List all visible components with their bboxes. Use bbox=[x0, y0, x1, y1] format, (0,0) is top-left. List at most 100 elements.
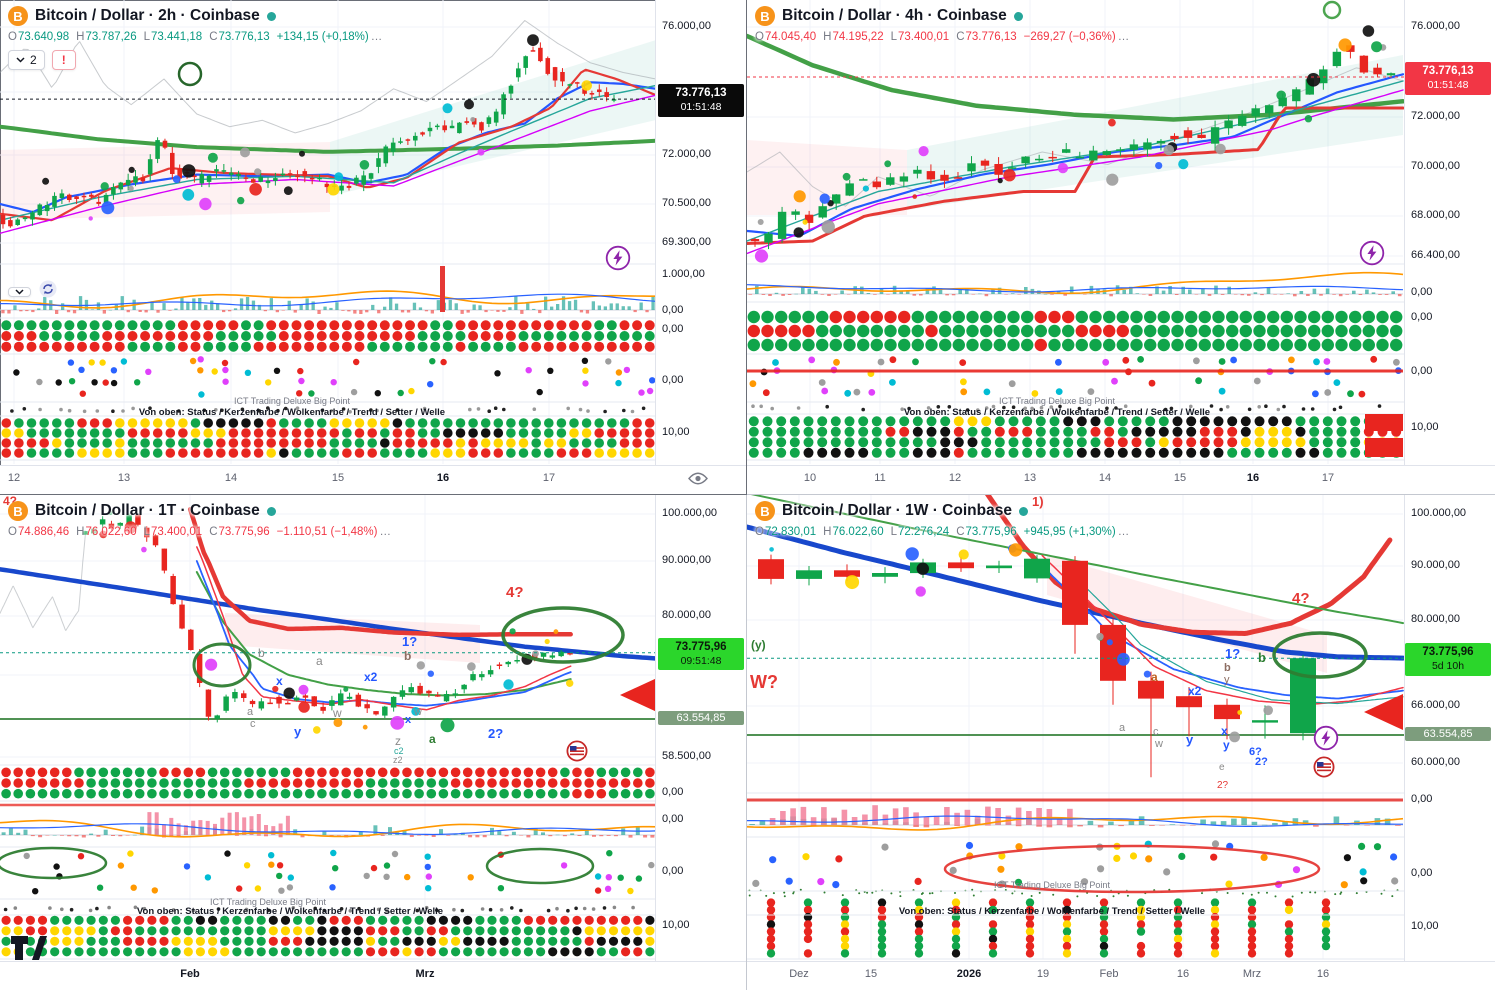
chart-panel-4h[interactable]: 76.000,00 72.000,00 70.000,00 68.000,00 66.4… bbox=[747, 0, 1495, 495]
time-label: 12 bbox=[948, 472, 962, 484]
symbol-title[interactable]: Bitcoin / Dollar · 1T · Coinbase bbox=[35, 502, 260, 519]
chart-legend: B Bitcoin / Dollar · 1W · Coinbase O 72.8… bbox=[755, 501, 1129, 538]
tradingview-logo[interactable] bbox=[10, 933, 47, 963]
indicator-dots-layer bbox=[749, 355, 1402, 398]
chevron-down-icon bbox=[15, 288, 24, 295]
axis-label: 0,00 bbox=[662, 374, 684, 386]
ohlc-readout: O 74.886,46 H 76.022,60 L 73.400,01 C 73.775,96… bbox=[8, 526, 391, 538]
price-axis[interactable]: 76.000,0074.000,0072.000,0070.500,0069.3… bbox=[655, 0, 746, 467]
indicator-legend-text: Von oben: Status / Kerzenfarbe / Wolkenf… bbox=[136, 906, 444, 917]
axis-label: 72.000,00 bbox=[662, 148, 711, 160]
axis-label: 100.000,00 bbox=[1411, 507, 1467, 519]
chart-panel-1w[interactable]: 100.000,00 90.000,00 80.000,00 66.000,00 60.… bbox=[747, 495, 1495, 990]
scatter-dots-layer bbox=[769, 543, 1273, 743]
level-price-tag: 63.554,85 bbox=[1405, 727, 1491, 741]
indicator-dots-layer bbox=[748, 416, 1402, 458]
warning-chip[interactable]: ! bbox=[51, 50, 76, 70]
axis-label: 0,00 bbox=[1411, 311, 1433, 323]
level-price-tag: 63.554,85 bbox=[658, 711, 744, 725]
lightning-icon[interactable] bbox=[1313, 725, 1339, 751]
chart-canvas-4h[interactable] bbox=[747, 0, 1404, 467]
time-label: 10 bbox=[803, 472, 817, 484]
time-label: 13 bbox=[117, 472, 131, 484]
time-label: 19 bbox=[1036, 968, 1050, 980]
shapes-layer bbox=[0, 606, 657, 885]
price-countdown: 01:51:48 bbox=[680, 100, 722, 113]
lightning-icon[interactable] bbox=[1359, 240, 1385, 266]
indicator-dots-layer bbox=[1, 767, 655, 799]
refresh-icon[interactable] bbox=[39, 280, 57, 303]
us-flag-icon[interactable] bbox=[1313, 756, 1339, 782]
collapsed-count: 2 bbox=[30, 53, 37, 67]
symbol-title[interactable]: Bitcoin / Dollar · 2h · Coinbase bbox=[35, 7, 260, 24]
overlay-lines-layer bbox=[0, 20, 657, 235]
chart-panel-2h[interactable]: 76.000,0074.000,0072.000,0070.500,0069.3… bbox=[0, 0, 747, 495]
axis-label: 0,00 bbox=[662, 865, 684, 877]
chart-canvas-2h[interactable] bbox=[0, 0, 657, 467]
current-price-tag: 73.775,96 09:51:48 bbox=[658, 637, 744, 671]
indicators-collapse-chip[interactable]: 2 bbox=[8, 50, 45, 70]
indicator-name: ICT Trading Deluxe Big Point bbox=[210, 897, 326, 907]
pane-collapse-chip[interactable] bbox=[8, 286, 31, 297]
axis-label: 10,00 bbox=[662, 426, 690, 438]
time-axis[interactable]: Feb Mrz bbox=[0, 961, 746, 990]
ohlc-readout: O 72.830,01 H 76.022,60 L 72.276,24 C 73.775,96… bbox=[755, 526, 1130, 538]
oscillator-layer bbox=[0, 290, 657, 314]
indicator-legend-text: Von oben: Status / Kerzenfarbe / Wolkenf… bbox=[903, 407, 1211, 418]
current-price: 73.775,96 bbox=[675, 640, 727, 653]
lightning-icon[interactable] bbox=[605, 245, 631, 271]
axis-label: 80.000,00 bbox=[662, 609, 711, 621]
axis-label: 0,00 bbox=[1411, 793, 1433, 805]
pane-controls bbox=[8, 280, 57, 303]
axis-label: 58.500,00 bbox=[662, 750, 711, 762]
time-label: 17 bbox=[1321, 472, 1335, 484]
time-label: 14 bbox=[224, 472, 238, 484]
indicator-name: ICT Trading Deluxe Big Point bbox=[234, 396, 350, 406]
time-label: Feb bbox=[180, 968, 200, 980]
time-label: Feb bbox=[1099, 968, 1119, 980]
time-axis[interactable]: 10 11 12 13 14 15 16 17 bbox=[747, 465, 1495, 494]
chart-canvas-1t[interactable] bbox=[0, 495, 657, 962]
current-price-tag: 73.775,96 5d 10h bbox=[1405, 643, 1491, 676]
time-label: 14 bbox=[1098, 472, 1112, 484]
chart-legend: B Bitcoin / Dollar · 2h · Coinbase O 73.6… bbox=[8, 6, 382, 70]
eye-icon[interactable] bbox=[688, 472, 708, 490]
symbol-title[interactable]: Bitcoin / Dollar · 4h · Coinbase bbox=[782, 7, 1007, 24]
indicator-dots-layer bbox=[1, 915, 655, 957]
time-label: 13 bbox=[1023, 472, 1037, 484]
indicator-name: ICT Trading Deluxe Big Point bbox=[999, 396, 1115, 406]
time-label: Mrz bbox=[1242, 968, 1262, 980]
time-axis[interactable]: Dez 15 2026 19 Feb 16 Mrz 16 bbox=[747, 961, 1495, 990]
indicator-name: ICT Trading Deluxe Big Point bbox=[994, 880, 1110, 890]
ohlc-readout: O 74.045,40 H 74.195,22 L 73.400,01 C 73.776,13… bbox=[755, 31, 1130, 43]
candles-layer bbox=[758, 554, 1316, 778]
chart-panel-1t[interactable]: 100.000,00 90.000,00 80.000,00 58.500,00 0,0… bbox=[0, 495, 747, 990]
indicator-dots-layer bbox=[752, 840, 1399, 889]
bitcoin-icon: B bbox=[8, 6, 28, 26]
time-axis[interactable]: 12 13 14 15 16 17 bbox=[0, 465, 746, 494]
axis-label: 10,00 bbox=[1411, 421, 1439, 433]
current-price: 73.775,96 bbox=[1422, 646, 1474, 659]
time-label: 17 bbox=[542, 472, 556, 484]
candles-layer bbox=[82, 513, 573, 723]
price-axis[interactable]: 100.000,00 90.000,00 80.000,00 58.500,00 0,0… bbox=[655, 495, 746, 962]
time-label: Mrz bbox=[415, 968, 435, 980]
grid-layer bbox=[0, 0, 656, 464]
us-flag-icon[interactable] bbox=[566, 740, 592, 766]
price-countdown: 5d 10h bbox=[1431, 660, 1465, 673]
bitcoin-icon: B bbox=[8, 501, 28, 521]
axis-label: 100.000,00 bbox=[662, 507, 718, 519]
indicator-dots-layer bbox=[3, 905, 635, 913]
scatter-dots-layer bbox=[99, 510, 574, 734]
chart-canvas-1w[interactable] bbox=[747, 495, 1404, 962]
current-price: 73.776,13 bbox=[1422, 65, 1474, 78]
symbol-title[interactable]: Bitcoin / Dollar · 1W · Coinbase bbox=[782, 502, 1012, 519]
time-label: Dez bbox=[789, 968, 809, 980]
chart-legend: B Bitcoin / Dollar · 1T · Coinbase O 74.8… bbox=[8, 501, 391, 538]
axis-label: 80.000,00 bbox=[1411, 613, 1460, 625]
overlay-lines-layer bbox=[0, 507, 657, 711]
axis-label: 72.000,00 bbox=[1411, 110, 1460, 122]
axis-label: 90.000,00 bbox=[662, 554, 711, 566]
market-status-dot bbox=[1013, 11, 1023, 21]
